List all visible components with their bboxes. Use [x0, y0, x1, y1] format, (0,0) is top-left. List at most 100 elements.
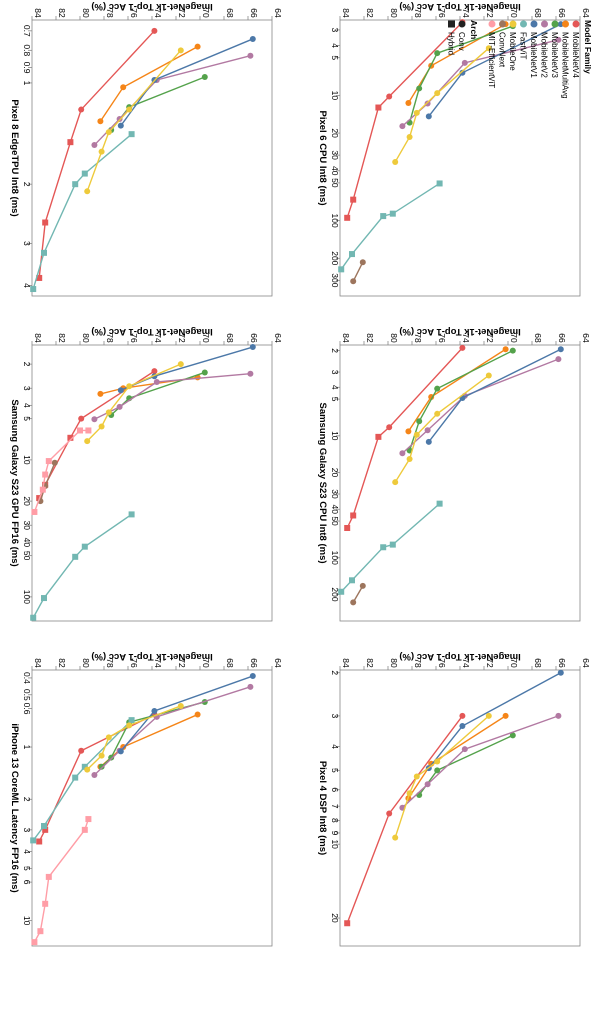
x-tick-label: 70 [201, 8, 211, 18]
data-point-conv [91, 142, 98, 149]
data-point-conv [461, 746, 468, 753]
x-tick-label: 66 [557, 333, 567, 343]
x-tick-label: 66 [557, 658, 567, 668]
data-point-hybrid [81, 763, 88, 770]
y-tick-label: 7 [330, 804, 340, 809]
x-tick-label: 76 [129, 8, 139, 18]
data-point-conv [555, 36, 562, 43]
y-tick-label: 50 [22, 551, 32, 561]
data-point-conv [105, 409, 112, 416]
legend-label-hybrid: Hybrid [447, 32, 456, 55]
data-point-conv [177, 47, 184, 54]
y-tick-label: 20 [330, 468, 340, 478]
x-tick-label: 72 [485, 8, 495, 18]
series-mobilenetv4 [344, 712, 466, 927]
x-tick-label: 82 [365, 658, 375, 668]
plot-frame [339, 669, 581, 947]
data-point-hybrid [380, 544, 387, 551]
data-point-conv [386, 93, 393, 100]
x-tick-label: 84 [341, 658, 351, 668]
data-point-conv [359, 259, 366, 266]
data-point-hybrid [67, 139, 74, 146]
x-tick-label: 74 [153, 8, 163, 18]
data-point-hybrid [436, 180, 443, 187]
data-point-hybrid [30, 286, 37, 293]
data-point-conv [485, 712, 492, 719]
series-convnext [350, 259, 366, 285]
y-tick-label: 3 [330, 714, 340, 719]
data-point-conv [84, 188, 91, 195]
data-point-hybrid [81, 543, 88, 550]
y-tick-label: 20 [330, 128, 340, 138]
data-point-conv [392, 479, 399, 486]
data-point-conv [126, 106, 133, 113]
data-point-hybrid [36, 274, 43, 281]
x-tick-label: 82 [365, 333, 375, 343]
data-point-conv [91, 772, 98, 779]
y-tick-label: 300 [330, 273, 340, 287]
y-tick-label: 100 [330, 214, 340, 228]
data-point-hybrid [338, 266, 345, 273]
chart-panel-pixel-8-edgetpu-int8-ms: 64 66 68 70 72 74 76 78 80 82 840.7 0.8 0.9 1 2 3 4 Image… [9, 1, 283, 297]
y-tick-label: 40 [330, 166, 340, 176]
data-point-conv [502, 346, 509, 353]
data-point-conv [97, 390, 104, 397]
data-point-conv [386, 424, 393, 431]
data-point-conv [416, 418, 423, 425]
series-line [38, 713, 155, 842]
y-tick-label: 100 [22, 590, 32, 604]
series-mobilenetv3 [406, 23, 516, 126]
y-tick-label: 2 [22, 362, 32, 367]
data-point-conv [555, 356, 562, 363]
series-line [346, 21, 463, 219]
legend-swatch-mobilenetv4 [572, 20, 580, 28]
data-point-conv [247, 683, 254, 690]
data-point-hybrid [436, 500, 443, 507]
x-tick-label: 82 [57, 658, 67, 668]
data-point-conv [177, 702, 184, 709]
y-tick-label: 2 [330, 348, 340, 353]
data-point-conv [399, 123, 406, 130]
x-tick-label: 70 [201, 658, 211, 668]
data-point-conv [84, 766, 91, 773]
series-mobilenetv4 [36, 27, 158, 281]
y-tick-label: 40 [22, 538, 32, 548]
y-tick-label: 9 [330, 831, 340, 836]
y-tick-label: 4 [330, 43, 340, 48]
series-fastvit [30, 511, 135, 621]
legend-label-mobilenetmultiavg: MobileNetMultiAvg [561, 32, 570, 99]
y-tick-label: 30 [330, 489, 340, 499]
data-point-hybrid [344, 214, 351, 221]
data-point-conv [249, 673, 256, 680]
x-axis-title: ImageNet-1k Top-1 Acc (%) [399, 326, 520, 337]
x-tick-label: 80 [81, 8, 91, 18]
x-tick-label: 82 [57, 8, 67, 18]
y-tick-label: 3 [330, 370, 340, 375]
legend-label-fastvit: FastViT [519, 32, 528, 60]
series-fastvit [30, 717, 135, 844]
legend-label-conv: Conv [457, 32, 466, 51]
x-tick-label: 78 [105, 333, 115, 343]
legend-swatch-fastvit [520, 20, 527, 28]
data-point-hybrid [72, 774, 79, 781]
x-tick-label: 78 [105, 658, 115, 668]
y-tick-label: 6 [22, 880, 32, 885]
data-point-conv [126, 383, 133, 390]
data-point-hybrid [42, 900, 49, 907]
y-tick-label: 8 [330, 818, 340, 823]
data-point-hybrid [45, 873, 52, 880]
y-tick-label: 5 [330, 397, 340, 402]
series-line [340, 182, 440, 270]
x-tick-label: 76 [129, 333, 139, 343]
series-line [352, 585, 364, 603]
data-point-conv [105, 129, 112, 136]
series-mobileone [84, 47, 184, 195]
legend-swatch-mobilenetv2 [541, 20, 548, 28]
x-tick-label: 68 [225, 658, 235, 668]
legend-label-mobilenetv2: MobileNetV2 [540, 32, 549, 78]
data-point-hybrid [72, 181, 79, 188]
series-line [408, 25, 514, 123]
data-point-hybrid [36, 838, 43, 845]
y-tick-label: 2 [22, 797, 32, 802]
data-point-conv [434, 50, 441, 57]
